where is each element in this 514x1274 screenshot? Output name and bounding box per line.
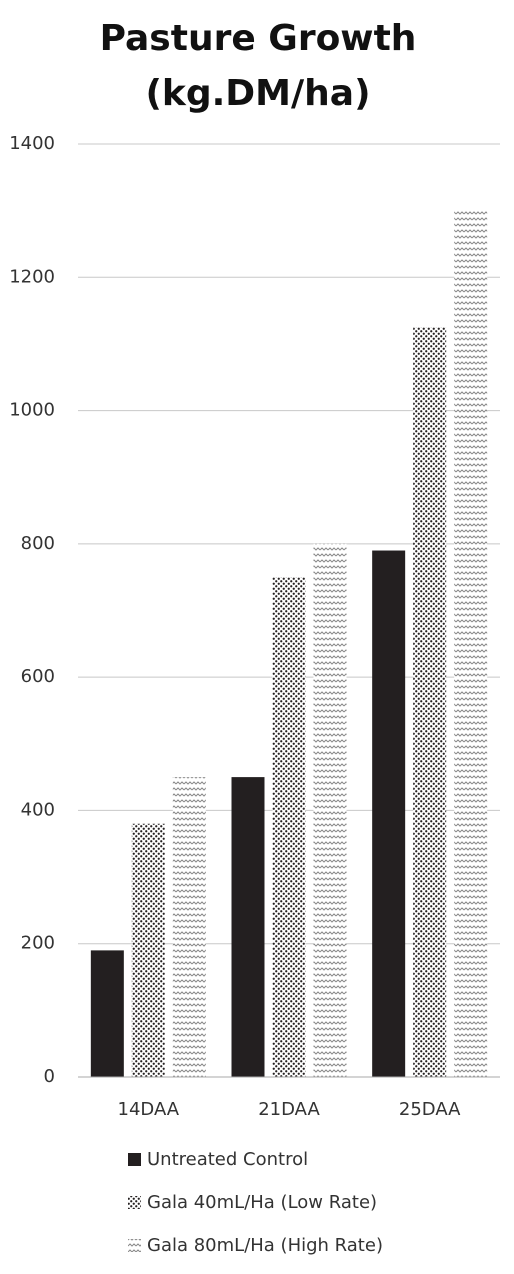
legend-label: Gala 40mL/Ha (Low Rate) bbox=[147, 1192, 377, 1213]
legend-marker bbox=[128, 1153, 141, 1166]
bar bbox=[90, 950, 124, 1077]
y-tick-label: 800 bbox=[21, 533, 55, 554]
y-tick-label: 0 bbox=[44, 1066, 55, 1087]
bar bbox=[372, 550, 406, 1077]
bar bbox=[231, 777, 265, 1077]
bar bbox=[131, 823, 165, 1077]
x-tick-label: 21DAA bbox=[258, 1099, 320, 1120]
x-tick-label: 25DAA bbox=[399, 1099, 461, 1120]
x-tick-label: 14DAA bbox=[118, 1099, 180, 1120]
chart-title: Pasture Growth bbox=[100, 18, 417, 59]
bar bbox=[313, 543, 347, 1077]
legend-label: Gala 80mL/Ha (High Rate) bbox=[147, 1235, 383, 1256]
y-tick-label: 1400 bbox=[9, 133, 55, 154]
bar bbox=[454, 210, 488, 1078]
y-tick-label: 400 bbox=[21, 799, 55, 820]
bar bbox=[413, 327, 447, 1078]
y-tick-label: 1000 bbox=[9, 400, 55, 421]
bar bbox=[172, 777, 206, 1077]
legend-marker bbox=[128, 1196, 141, 1209]
bar bbox=[272, 577, 306, 1077]
y-tick-label: 600 bbox=[21, 666, 55, 687]
legend-marker bbox=[128, 1239, 141, 1252]
chart-title: (kg.DM/ha) bbox=[145, 73, 370, 114]
legend-label: Untreated Control bbox=[147, 1149, 308, 1170]
y-tick-label: 200 bbox=[21, 933, 55, 954]
y-tick-label: 1200 bbox=[9, 266, 55, 287]
